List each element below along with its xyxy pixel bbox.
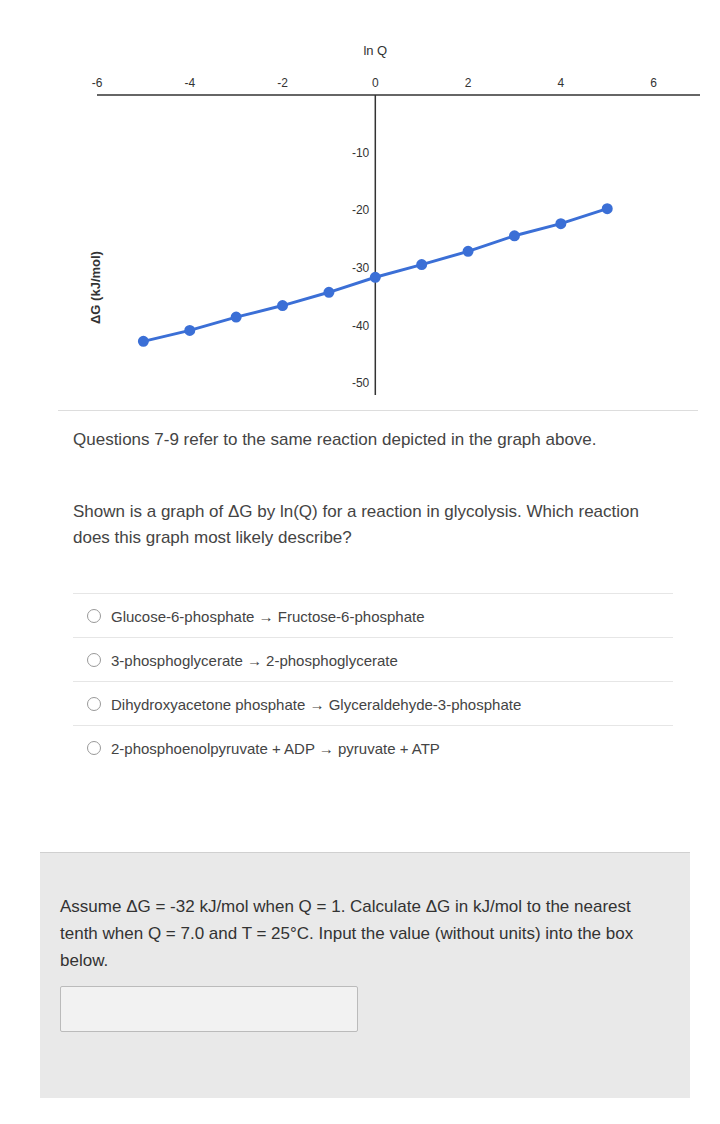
html-text:3-phosphoglycerate → 2-phospho: 3-phosphoglycerate → 2-phosphoglycerate — [111, 651, 398, 669]
html-text:ln Q: ln Q — [363, 43, 388, 58]
html-text:Dihydroxyacetone phosphate → G: Dihydroxyacetone phosphate → Glyceraldeh… — [111, 695, 522, 713]
svg-text:-2: -2 — [277, 76, 288, 90]
svg-text:-4: -4 — [184, 76, 195, 90]
svg-text:2: 2 — [465, 76, 472, 90]
svg-text:6: 6 — [650, 76, 657, 90]
svg-text:-40: -40 — [352, 319, 370, 333]
svg-text:0: 0 — [372, 76, 379, 90]
html-text:Questions 7-9 refer to the sam: Questions 7-9 refer to the same reaction… — [73, 430, 597, 449]
html-text:Shown is a graph of ΔG by ln(Q: Shown is a graph of ΔG by ln(Q) for a re… — [73, 502, 639, 547]
html-text:2-phosphoenolpyruvate + ADP →: 2-phosphoenolpyruvate + ADP → pyruvate +… — [111, 739, 440, 757]
svg-text:-6: -6 — [92, 76, 103, 90]
html-text:ΔG (kJ/mol): ΔG (kJ/mol) — [87, 251, 103, 324]
svg-text:-30: -30 — [352, 261, 370, 275]
svg-text:4: 4 — [558, 76, 565, 90]
svg-text:-50: -50 — [352, 376, 370, 390]
svg-text:-10: -10 — [352, 146, 370, 160]
html-text:Assume ΔG = -32 kJ/mol when Q: Assume ΔG = -32 kJ/mol when Q = 1. Calcu… — [60, 897, 634, 970]
html-text:Glucose-6-phosphate → Fructose: Glucose-6-phosphate → Fructose-6-phospha… — [111, 607, 425, 625]
svg-text:-20: -20 — [352, 203, 370, 217]
